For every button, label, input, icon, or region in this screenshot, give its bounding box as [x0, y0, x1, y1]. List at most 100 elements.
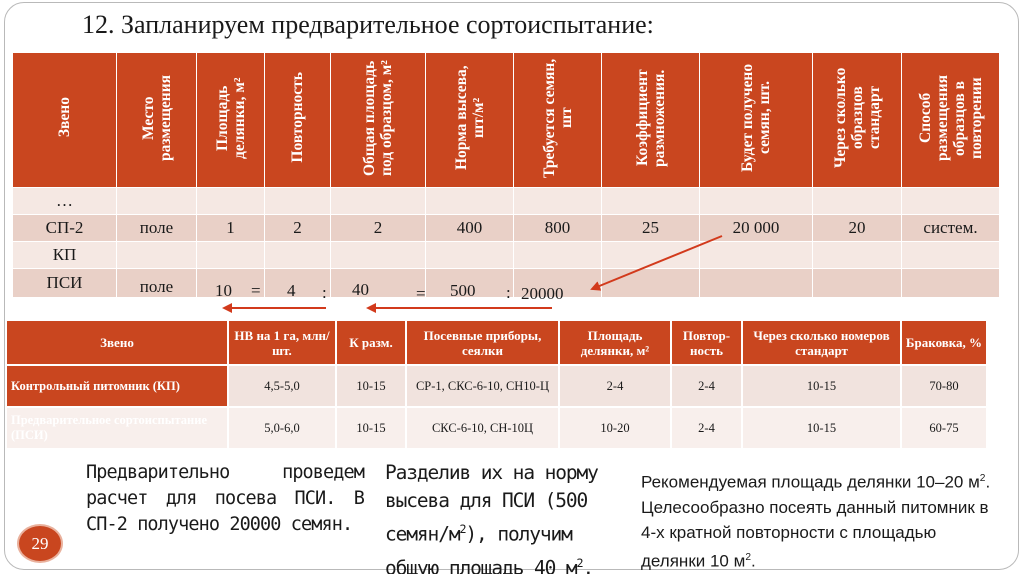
recommendation-part: Рекомендуемая площадь делянки 10–20 м	[641, 472, 980, 492]
header-cell: Повтор-ность	[670, 319, 743, 366]
table-cell	[330, 187, 426, 215]
area-result-part: Разделив их на норму высева для ПСИ (500…	[385, 461, 599, 546]
table-cell	[264, 187, 331, 215]
header-cell: Будет получено семян, шт.	[699, 52, 813, 188]
table-cell	[116, 241, 197, 269]
header-cell: Площадь делянки, м²	[558, 319, 672, 366]
header-cell: К разм.	[335, 319, 407, 366]
calc-colon: :	[506, 283, 511, 302]
table-cell	[601, 268, 700, 298]
reference-table-header-row: Звено НВ на 1 га, млн/шт. К разм. Посевн…	[5, 319, 988, 366]
page-number-badge: 29	[17, 524, 63, 563]
table-cell	[601, 241, 700, 269]
table-cell: 10-20	[558, 406, 672, 450]
table-cell: поле	[116, 214, 197, 242]
table-cell	[330, 268, 426, 298]
header-cell: НВ на 1 га, млн/шт.	[227, 319, 337, 366]
header-cell: Через сколько номеров стандарт	[741, 319, 902, 366]
header-cell: Коэффициент размножения.	[601, 52, 700, 188]
table-cell	[601, 187, 700, 215]
header-cell: Общая площадь под образцом, м²	[330, 52, 426, 188]
table-cell: 20 000	[699, 214, 813, 242]
table-cell	[699, 268, 813, 298]
table-cell: 1	[196, 214, 265, 242]
table-cell	[812, 241, 902, 269]
header-cell: Браковка, %	[900, 319, 988, 366]
table-cell	[425, 187, 514, 215]
table-cell	[425, 241, 514, 269]
table-cell: 70-80	[900, 364, 988, 408]
table-cell	[699, 241, 813, 269]
table-cell: ПСИ	[12, 268, 117, 298]
area-result-part: .	[582, 556, 594, 574]
table-cell: 10-15	[335, 364, 407, 408]
row-header-cell: Контрольный питомник (КП)	[5, 364, 229, 408]
table-cell: 5,0-6,0	[227, 406, 337, 450]
table-cell	[901, 241, 1000, 269]
table-cell	[196, 241, 265, 269]
table-cell	[513, 268, 602, 298]
superscript: 2	[979, 473, 986, 484]
table-cell: СР-1, СКС-6-10, СН10-Ц	[405, 364, 560, 408]
header-cell: Способ размещения образцов в повторении	[901, 52, 1000, 188]
table-row: КП	[12, 241, 1000, 269]
area-result-text: Разделив их на норму высева для ПСИ (500…	[385, 459, 623, 574]
header-cell: Через сколько образцов стандарт	[812, 52, 902, 188]
table-cell	[513, 241, 602, 269]
table-cell: систем.	[901, 214, 1000, 242]
table-cell: …	[12, 187, 117, 215]
table-cell: 25	[601, 214, 700, 242]
calc-repetitions: 4	[287, 281, 296, 300]
table-cell: СП-2	[12, 214, 117, 242]
slide-title: 12. Запланируем предварительное сортоисп…	[82, 10, 654, 39]
superscript: 2	[576, 555, 584, 570]
nursery-reference-table: Звено НВ на 1 га, млн/шт. К разм. Посевн…	[5, 319, 988, 450]
superscript: 2	[459, 522, 466, 536]
calc-colon: :	[322, 283, 327, 302]
table-cell: 60-75	[900, 406, 988, 450]
table-cell: 2-4	[670, 364, 743, 408]
table-row: Предварительное сортоиспытание (ПСИ) 5,0…	[5, 406, 988, 450]
table-cell	[513, 187, 602, 215]
header-cell: Повторность	[264, 52, 331, 188]
table-row: Контрольный питомник (КП) 4,5-5,0 10-15 …	[5, 364, 988, 408]
calc-explanation-text: Предварительно проведем расчет для посев…	[86, 462, 365, 535]
row-header-cell: Предварительное сортоиспытание (ПСИ)	[5, 406, 229, 450]
table-cell: СКС-6-10, СН-10Ц	[405, 406, 560, 450]
table-row: ПСИ поле	[12, 268, 1000, 298]
calc-plot-area: 10	[215, 281, 232, 300]
header-cell: Место размещения	[116, 52, 197, 188]
table-cell: 20	[812, 214, 902, 242]
table-cell: 2-4	[558, 364, 672, 408]
table-cell: 2	[264, 214, 331, 242]
table-cell: 10-15	[741, 406, 902, 450]
calc-seed-rate: 500	[450, 281, 476, 300]
header-cell: Норма высева, шт/м²	[425, 52, 514, 188]
superscript: 2	[745, 551, 751, 563]
table-cell	[264, 241, 331, 269]
recommendation-part: .	[750, 551, 756, 571]
header-cell: Площадь делянки, м²	[196, 52, 265, 188]
table-cell	[116, 187, 197, 215]
table-cell	[812, 187, 902, 215]
area-result-part: ), получим общую площадь 40 м	[385, 522, 578, 574]
table-cell: 10-15	[741, 364, 902, 408]
planning-table-header-row: Звено Место размещения Площадь делянки, …	[12, 52, 1000, 188]
header-cell: Посевные приборы, сеялки	[405, 319, 560, 366]
header-cell: Звено	[12, 52, 117, 188]
table-cell	[901, 268, 1000, 298]
recommendation-part: . Целесообразно посеять данный питомник …	[641, 472, 991, 571]
calc-seeds: 20000	[521, 284, 564, 303]
table-cell: 800	[513, 214, 602, 242]
header-cell: Требуется семян, шт	[513, 52, 602, 188]
table-cell: 2-4	[670, 406, 743, 450]
table-cell	[264, 268, 331, 298]
table-cell: 400	[425, 214, 514, 242]
calc-total-area: 40	[352, 280, 369, 299]
table-cell	[330, 241, 426, 269]
table-row: …	[12, 187, 1000, 215]
table-cell	[812, 268, 902, 298]
table-row: СП-2 поле 1 2 2 400 800 25 20 000 20 сис…	[12, 214, 1000, 242]
table-cell	[699, 187, 813, 215]
table-cell	[196, 187, 265, 215]
